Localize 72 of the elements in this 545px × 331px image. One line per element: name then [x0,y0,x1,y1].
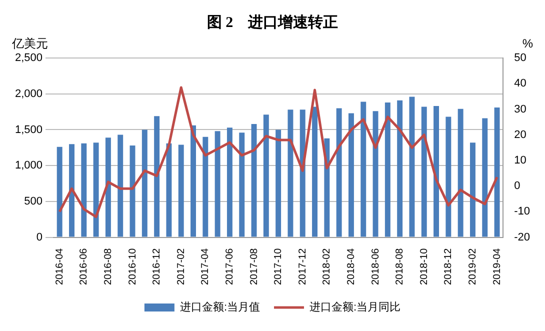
y2-tick-label: 0 [514,180,520,192]
bar [214,131,220,237]
bar [142,130,148,237]
bar [276,130,282,237]
bar [470,142,476,237]
bar [81,143,87,237]
x-tick-label: 2018-10 [418,248,430,286]
y2-tick-label: -20 [514,231,530,244]
x-tick-label: 2017-02 [176,248,187,286]
bar [397,100,403,237]
y2-tick-label: 10 [514,154,526,166]
bar [178,144,184,237]
x-tick-label: 2017-06 [224,248,236,286]
bar [154,116,160,237]
y-axis-title: 亿美元 [11,36,48,50]
bar [336,108,342,237]
legend-label: 进口金额:当月同比 [310,300,401,314]
bar [482,118,488,237]
bar [263,114,269,237]
legend-label: 进口金额:当月值 [180,300,260,314]
x-tick-label: 2018-04 [346,248,357,286]
bar [190,125,196,237]
x-tick-label: 2017-12 [297,248,308,286]
bar [384,102,390,237]
x-tick-label: 2017-10 [273,248,284,286]
y-tick-label: 1,000 [14,160,43,172]
bar [239,132,245,237]
bar [421,106,427,237]
x-tick-label: 2018-12 [443,248,454,286]
y2-tick-label: -10 [514,206,530,218]
x-tick-label: 2018-06 [370,248,382,286]
y-tick-label: 1,500 [14,124,43,136]
x-tick-label: 2019-02 [467,248,478,286]
bar [372,111,378,237]
x-tick-label: 2018-08 [394,248,406,286]
y-tick-label: 500 [24,195,43,208]
bar [166,143,172,237]
bar [312,106,318,237]
y2-tick-label: 20 [514,128,526,141]
bar [202,136,208,237]
y-tick-label: 0 [36,231,43,244]
bar [446,116,452,237]
x-tick-label: 2016-06 [78,248,90,286]
bar [118,134,124,237]
bar [226,128,232,237]
x-tick-label: 2016-08 [102,248,114,286]
bar [434,106,440,237]
x-tick-label: 2017-08 [248,248,260,286]
x-tick-label: 2016-12 [152,248,163,286]
bar [69,144,74,237]
bar [105,138,111,237]
bar [56,146,62,237]
x-tick-label: 2016-10 [127,248,138,286]
y-tick-label: 2,000 [14,88,43,100]
chart-title: 图 2 进口增速转正 [206,14,338,31]
bar [360,102,366,237]
bar [409,96,415,237]
bar [288,110,294,237]
y2-tick-label: 50 [514,52,526,64]
bar [348,113,354,237]
bar [93,142,99,237]
x-tick-label: 2017-04 [200,248,212,286]
x-tick-label: 2016-04 [54,248,66,286]
y2-tick-label: 30 [514,103,526,116]
y-tick-label: 2,500 [14,52,43,64]
y2-tick-label: 40 [514,78,526,90]
x-tick-label: 2018-02 [322,248,333,286]
bar [458,108,464,237]
bar [300,110,306,237]
bar [494,107,500,237]
x-tick-label: 2019-04 [492,248,503,286]
y2-axis-title: % [522,36,534,50]
